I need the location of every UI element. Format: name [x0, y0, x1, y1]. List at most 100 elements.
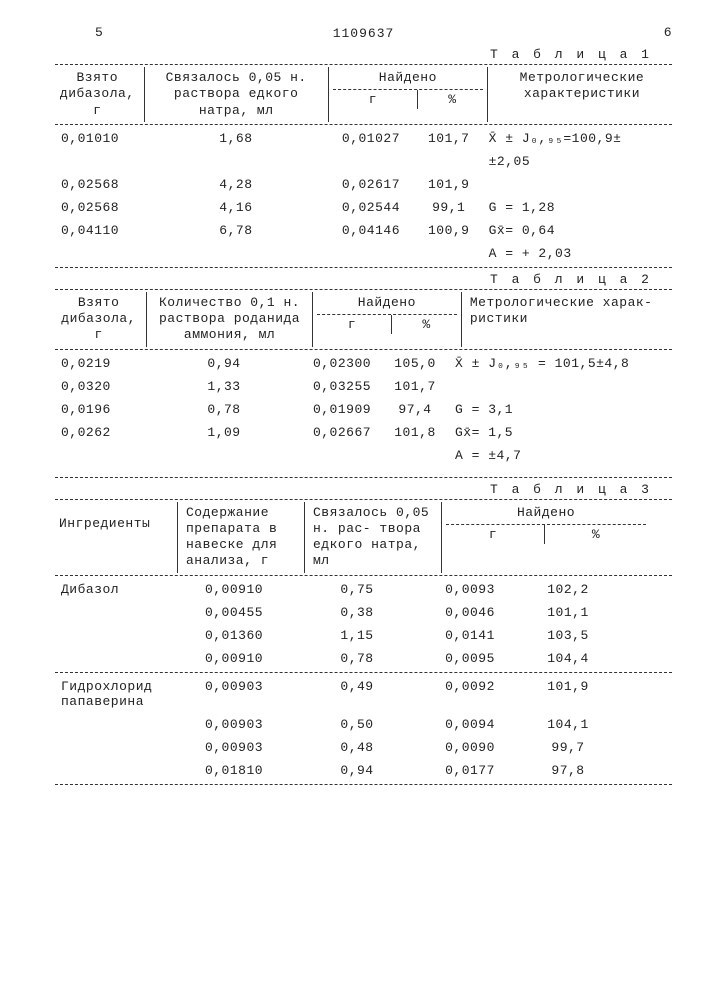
table3-body: Дибазол0,009100,750,0093102,20,004550,38… [55, 578, 672, 670]
t1-h4: Метрологические характеристики [492, 67, 672, 106]
divider [55, 289, 672, 290]
t1-h3: Найдено [333, 67, 483, 89]
table-cell: 101,9 [415, 177, 483, 192]
table-cell: 4,28 [145, 177, 327, 192]
table-cell: 104,4 [519, 651, 617, 666]
table-cell: G = 1,28 [483, 200, 672, 215]
table-cell: 1,09 [145, 425, 303, 440]
table-cell: Дибазол [55, 582, 175, 597]
table-cell [327, 154, 415, 169]
table-row: 0,009100,780,0095104,4 [55, 647, 672, 670]
table-cell: 6,78 [145, 223, 327, 238]
table-row: A = + 2,03 [55, 242, 672, 265]
table-cell [415, 154, 483, 169]
table3-label: Т а б л и ц а 3 [55, 482, 652, 497]
table-cell: 0,01010 [55, 131, 145, 146]
table-cell: 0,02300 [303, 356, 381, 371]
doc-number: 1109637 [55, 26, 672, 41]
table-row: 0,009030,500,0094104,1 [55, 713, 672, 736]
table-cell: 100,9 [415, 223, 483, 238]
table-cell: Gx̄= 0,64 [483, 223, 672, 238]
table-cell: A = ±4,7 [449, 448, 659, 463]
table-cell: 0,02568 [55, 200, 145, 215]
t1-h3b: % [422, 90, 483, 109]
table-cell: 99,7 [519, 740, 617, 755]
right-page-num: 6 [664, 25, 672, 40]
table-cell [381, 448, 449, 463]
table-cell: G = 3,1 [449, 402, 659, 417]
table-cell: 97,4 [381, 402, 449, 417]
table-cell: 0,78 [145, 402, 303, 417]
table-cell: 0,0046 [421, 605, 519, 620]
table-cell: 0,0177 [421, 763, 519, 778]
table-cell: 0,01027 [327, 131, 415, 146]
table-cell: Гидрохлорид папаверина [55, 679, 175, 709]
table-cell: 101,1 [519, 605, 617, 620]
t3-h3: Связалось 0,05 н. рас- твора едкого натр… [309, 502, 437, 573]
table-row: 0,02621,090,02667101,8Gx̄= 1,5 [55, 421, 672, 444]
table-cell: 97,8 [519, 763, 617, 778]
divider [55, 784, 672, 785]
table-cell: 104,1 [519, 717, 617, 732]
table-cell: 1,15 [293, 628, 421, 643]
divider [55, 124, 672, 125]
table-row: Дибазол0,009100,750,0093102,2 [55, 578, 672, 601]
table-cell: 0,04146 [327, 223, 415, 238]
table-cell: 1,33 [145, 379, 303, 394]
table-row: 0,018100,940,017797,8 [55, 759, 672, 782]
table-cell: A = + 2,03 [483, 246, 672, 261]
table-cell [55, 763, 175, 778]
table-cell: 0,0092 [421, 679, 519, 709]
t2-h1: Взято дибазола, г [55, 292, 142, 347]
table-row: 0,010101,680,01027101,7X̄ ± J₀,₉₅=100,9± [55, 127, 672, 150]
table-cell: Gx̄= 1,5 [449, 425, 659, 440]
table-cell [55, 448, 145, 463]
t1-h3a: г [333, 90, 413, 109]
table-cell: 101,9 [519, 679, 617, 709]
table-cell: 0,02617 [327, 177, 415, 192]
table-cell [55, 246, 145, 261]
divider [55, 672, 672, 673]
table-cell: 101,7 [415, 131, 483, 146]
table-cell: 0,0095 [421, 651, 519, 666]
table-cell: 101,7 [381, 379, 449, 394]
divider [55, 477, 672, 478]
table-row: 0,041106,780,04146100,9Gx̄= 0,64 [55, 219, 672, 242]
table-cell: 0,0141 [421, 628, 519, 643]
table-cell [55, 605, 175, 620]
table-cell: 0,0093 [421, 582, 519, 597]
table-cell [327, 246, 415, 261]
table-cell [449, 379, 659, 394]
table-cell: 0,01909 [303, 402, 381, 417]
table-cell: 102,2 [519, 582, 617, 597]
divider [55, 267, 672, 268]
table-cell: 0,00903 [175, 740, 293, 755]
table-cell: 0,02667 [303, 425, 381, 440]
t3-h4: Найдено [446, 502, 646, 524]
table-cell: 0,0219 [55, 356, 145, 371]
table-cell [145, 154, 327, 169]
table-cell: 0,0090 [421, 740, 519, 755]
table-cell: 0,78 [293, 651, 421, 666]
table-cell [55, 651, 175, 666]
table-cell: 99,1 [415, 200, 483, 215]
table-cell: 0,94 [293, 763, 421, 778]
table-cell: 0,00910 [175, 582, 293, 597]
table-cell: 103,5 [519, 628, 617, 643]
table-cell: 0,00903 [175, 679, 293, 709]
table-cell: 0,0320 [55, 379, 145, 394]
left-page-num: 5 [95, 25, 103, 40]
table3-body2: Гидрохлорид папаверина0,009030,490,00921… [55, 675, 672, 782]
table-cell: 0,02568 [55, 177, 145, 192]
table1-body: 0,010101,680,01027101,7X̄ ± J₀,₉₅=100,9±… [55, 127, 672, 265]
table-row: 0,004550,380,0046101,1 [55, 601, 672, 624]
table-cell: 0,04110 [55, 223, 145, 238]
table-cell: 0,01360 [175, 628, 293, 643]
table-cell: 0,01810 [175, 763, 293, 778]
table-row: 0,02190,940,02300105,0X̄ ± J₀,₉₅ = 101,5… [55, 352, 672, 375]
table2-header: Взято дибазола, г Количество 0,1 н. раст… [55, 292, 672, 347]
table2-body: 0,02190,940,02300105,0X̄ ± J₀,₉₅ = 101,5… [55, 352, 672, 467]
table-row: ±2,05 [55, 150, 672, 173]
table-cell [55, 717, 175, 732]
table-row: Гидрохлорид папаверина0,009030,490,00921… [55, 675, 672, 713]
